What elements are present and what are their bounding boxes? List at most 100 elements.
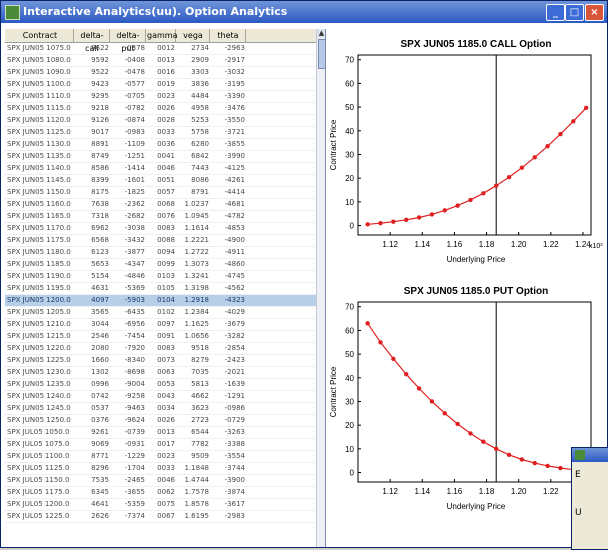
table-row[interactable]: SPX JUL05 1175.0 6345 -3655 0062 1.7578 -3874 [5, 487, 316, 499]
maximize-button[interactable]: □ [565, 4, 584, 21]
table-row[interactable]: SPX JUN05 1130.0 8891 -1109 0036 6280 -3855 [5, 139, 316, 151]
table-row[interactable]: SPX JUN05 1120.0 9126 -0874 0028 5253 -3550 [5, 115, 316, 127]
table-row[interactable]: SPX JUN05 1215.0 2546 -7454 0091 1.0656 -3282 [5, 331, 316, 343]
table-row[interactable]: SPX JUL05 1225.0 2626 -7374 0067 1.6195 -2983 [5, 511, 316, 523]
table-cell: 8586 [91, 164, 109, 172]
table-cell: 9069 [91, 440, 109, 448]
table-row[interactable]: SPX JUN05 1075.0 9622 -0378 0012 2734 -2963 [5, 43, 316, 55]
table-cell: -1291 [224, 392, 245, 400]
data-point [416, 386, 422, 391]
table-row[interactable]: SPX JUN05 1250.0 0376 -9624 0026 2723 -0729 [5, 415, 316, 427]
table-cell: SPX JUN05 1180.0 [7, 248, 71, 256]
table-row[interactable]: SPX JUN05 1150.0 8175 -1825 0057 8791 -4414 [5, 187, 316, 199]
table-cell: 8749 [91, 152, 109, 160]
table-cell: 6123 [91, 248, 109, 256]
table-row[interactable]: SPX JUL05 1050.0 9261 -0739 0013 6544 -3263 [5, 427, 316, 439]
option-table[interactable]: Contract delta-call delta-put gamma vega thet… [5, 29, 326, 547]
table-row[interactable]: SPX JUN05 1140.0 8586 -1414 0046 7443 -4125 [5, 163, 316, 175]
table-row[interactable]: SPX JUN05 1190.0 5154 -4846 0103 1.3241 -4745 [5, 271, 316, 283]
table-cell: 0376 [91, 416, 109, 424]
table-cell: 5253 [191, 116, 209, 124]
table-row[interactable]: SPX JUN05 1100.0 9423 -0577 0019 3836 -3195 [5, 79, 316, 91]
table-cell: -2983 [224, 512, 245, 520]
table-row[interactable]: SPX JUL05 1075.0 9069 -0931 0017 7782 -3388 [5, 439, 316, 451]
table-cell: -8340 [124, 356, 145, 364]
table-row[interactable]: SPX JUN05 1210.0 3044 -6956 0097 1.1625 -3679 [5, 319, 316, 331]
column-header[interactable]: vega [177, 29, 210, 42]
table-row[interactable]: SPX JUN05 1135.0 8749 -1251 0041 6842 -3990 [5, 151, 316, 163]
column-header[interactable]: gamma [147, 29, 178, 42]
table-cell: -1825 [124, 188, 145, 196]
x-tick-label: 1.24 [575, 240, 591, 249]
table-row[interactable]: SPX JUN05 1145.0 8399 -1601 0051 8086 -4261 [5, 175, 316, 187]
table-row[interactable]: SPX JUN05 1185.0 5653 -4347 0099 1.3073 -4860 [5, 259, 316, 271]
table-row[interactable]: SPX JUN05 1245.0 0537 -9463 0034 3623 -0986 [5, 403, 316, 415]
plot-area [357, 301, 592, 483]
table-row[interactable]: SPX JUL05 1200.0 4641 -5359 0075 1.8578 -3617 [5, 499, 316, 511]
table-cell: -1251 [124, 152, 145, 160]
table-cell: -4029 [224, 308, 245, 316]
table-row[interactable]: SPX JUN05 1220.0 2080 -7920 0083 9518 -2854 [5, 343, 316, 355]
table-row[interactable]: SPX JUN05 1080.0 9592 -0408 0013 2909 -2917 [5, 55, 316, 67]
table-row[interactable]: SPX JUN05 1205.0 3565 -6435 0102 1.2384 -4029 [5, 307, 316, 319]
table-cell: 9423 [91, 80, 109, 88]
table-cell: SPX JUN05 1220.0 [7, 344, 71, 352]
table-row[interactable]: SPX JUN05 1230.0 1302 -8698 0063 7035 -2021 [5, 367, 316, 379]
table-cell: -0378 [124, 44, 145, 52]
scroll-up-arrow-icon[interactable]: ▲ [317, 29, 325, 38]
table-cell: -9258 [124, 392, 145, 400]
secondary-dialog[interactable]: E U [571, 447, 608, 550]
table-row[interactable]: SPX JUL05 1150.0 7535 -2465 0046 1.4744 -3900 [5, 475, 316, 487]
table-cell: 0742 [91, 392, 109, 400]
table-row[interactable]: SPX JUN05 1125.0 9017 -0983 0033 5758 -3721 [5, 127, 316, 139]
table-row[interactable]: SPX JUN05 1090.0 9522 -0478 0016 3303 -3032 [5, 67, 316, 79]
column-header[interactable]: delta-call [75, 29, 110, 53]
table-cell: 3836 [191, 80, 209, 88]
minimize-button[interactable]: _ [546, 4, 565, 21]
table-row[interactable]: SPX JUN05 1170.0 6962 -3038 0083 1.1614 -4853 [5, 223, 316, 235]
table-cell: SPX JUN05 1240.0 [7, 392, 71, 400]
table-cell: -2854 [224, 344, 245, 352]
table-row[interactable]: SPX JUN05 1175.0 6568 -3432 0088 1.2221 -4900 [5, 235, 316, 247]
table-cell: -3877 [124, 248, 145, 256]
table-row[interactable]: SPX JUN05 1235.0 0996 -9004 0053 5813 -1639 [5, 379, 316, 391]
table-cell: 0537 [91, 404, 109, 412]
table-row[interactable]: SPX JUN05 1160.0 7638 -2362 0068 1.0237 -4681 [5, 199, 316, 211]
table-cell: -0983 [124, 128, 145, 136]
table-cell: SPX JUN05 1215.0 [7, 332, 71, 340]
y-axis-label: Contract Price [329, 119, 338, 170]
dialog-title-bar[interactable] [572, 448, 608, 462]
table-row[interactable]: SPX JUN05 1240.0 0742 -9258 0043 4662 -1291 [5, 391, 316, 403]
table-cell: 9592 [91, 56, 109, 64]
table-cell: -9624 [124, 416, 145, 424]
table-row[interactable]: SPX JUN05 1115.0 9218 -0782 0026 4958 -3476 [5, 103, 316, 115]
table-row[interactable]: SPX JUN05 1180.0 6123 -3877 0094 1.2722 -4911 [5, 247, 316, 259]
table-cell: 0043 [157, 392, 175, 400]
close-button[interactable]: × [585, 4, 604, 21]
column-header[interactable]: delta-put [111, 29, 146, 53]
table-row[interactable]: SPX JUN05 1165.0 7318 -2682 0076 1.0945 -4782 [5, 211, 316, 223]
column-header[interactable]: theta [211, 29, 246, 42]
title-bar[interactable]: Interactive Analytics(uu). Option Analyt… [1, 1, 607, 23]
table-cell: 0028 [157, 116, 175, 124]
table-cell: -4911 [224, 248, 245, 256]
table-row[interactable]: SPX JUL05 1100.0 8771 -1229 0023 9509 -3554 [5, 451, 316, 463]
table-cell: 0012 [157, 44, 175, 52]
table-row[interactable]: SPX JUN05 1225.0 1660 -8340 0073 8279 -2423 [5, 355, 316, 367]
table-row[interactable]: SPX JUN05 1110.0 9295 -0705 0023 4484 -3390 [5, 91, 316, 103]
table-row[interactable]: SPX JUL05 1125.0 8296 -1704 0033 1.1848 -3744 [5, 463, 316, 475]
table-cell: SPX JUN05 1150.0 [7, 188, 71, 196]
data-point [365, 222, 370, 227]
vertical-scrollbar[interactable]: ▲ [316, 29, 325, 547]
column-header[interactable]: Contract [7, 29, 74, 42]
table-cell: SPX JUL05 1150.0 [7, 476, 70, 484]
table-cell: -0408 [124, 56, 145, 64]
table-row[interactable]: SPX JUN05 1200.0 4097 -5903 0104 1.2918 -4323 [5, 295, 316, 307]
table-cell: 2626 [91, 512, 109, 520]
table-cell: -1601 [124, 176, 145, 184]
table-cell: 0097 [157, 320, 175, 328]
table-cell: -3874 [224, 488, 245, 496]
scroll-thumb[interactable] [318, 39, 325, 69]
table-row[interactable]: SPX JUN05 1195.0 4631 -5369 0105 1.3198 -4562 [5, 283, 316, 295]
table-cell: 1.1614 [184, 224, 210, 232]
